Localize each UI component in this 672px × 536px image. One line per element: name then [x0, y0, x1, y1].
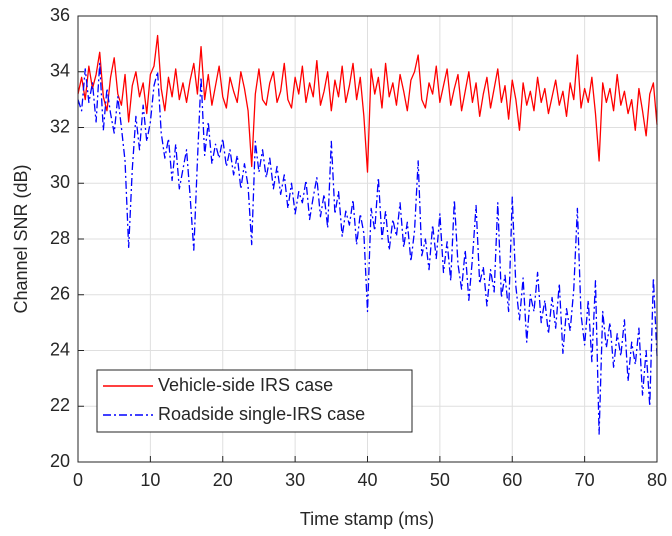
x-tick-label: 20 — [213, 470, 233, 490]
y-tick-label: 28 — [50, 228, 70, 248]
legend: Vehicle-side IRS case Roadside single-IRS… — [96, 369, 413, 433]
ticks: 0 10 20 30 40 50 60 70 80 20 22 24 26 28 30 32 34 36 — [50, 5, 667, 490]
y-tick-label: 32 — [50, 116, 70, 136]
x-tick-label: 70 — [575, 470, 595, 490]
legend-label: Vehicle-side IRS case — [158, 375, 333, 395]
x-tick-label: 10 — [140, 470, 160, 490]
plot-lines — [77, 34, 658, 435]
x-tick-label: 60 — [502, 470, 522, 490]
x-tick-label: 0 — [73, 470, 83, 490]
y-tick-label: 36 — [50, 5, 70, 25]
x-tick-label: 30 — [285, 470, 305, 490]
y-tick-label: 22 — [50, 395, 70, 415]
x-tick-label: 50 — [430, 470, 450, 490]
y-tick-label: 34 — [50, 61, 70, 81]
x-tick-label: 80 — [647, 470, 667, 490]
x-tick-label: 40 — [357, 470, 377, 490]
y-tick-label: 20 — [50, 451, 70, 471]
y-tick-label: 24 — [50, 339, 70, 359]
x-axis-label: Time stamp (ms) — [300, 509, 434, 529]
y-axis-label: Channel SNR (dB) — [11, 164, 31, 313]
legend-box — [96, 369, 413, 433]
y-tick-label: 30 — [50, 172, 70, 192]
series-line — [77, 62, 658, 435]
series-line — [77, 34, 658, 173]
y-tick-label: 26 — [50, 284, 70, 304]
legend-label: Roadside single-IRS case — [158, 404, 365, 424]
